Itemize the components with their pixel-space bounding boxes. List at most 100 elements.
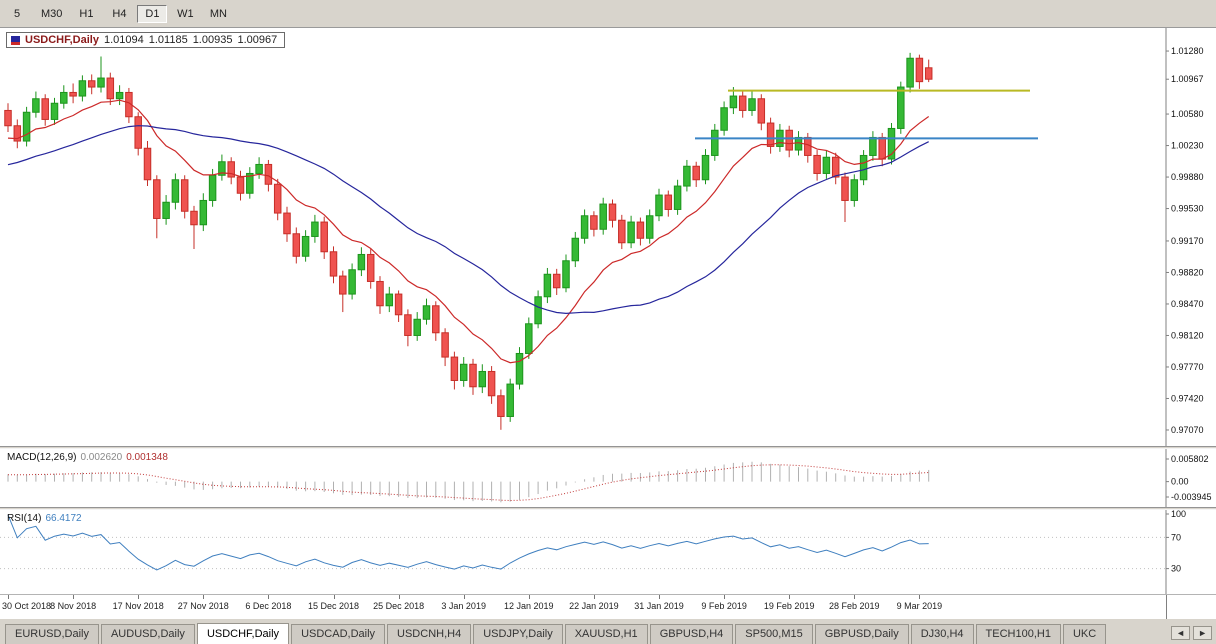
macd-axis[interactable]: 0.005802 0.00 -0.003945 [1165, 449, 1212, 507]
period-button-w1[interactable]: W1 [177, 7, 194, 20]
symbol-tab-audusd-daily[interactable]: AUDUSD,Daily [100, 624, 195, 644]
chart-icon [11, 35, 20, 45]
symbol-tab-ukc[interactable]: UKC [1062, 624, 1107, 644]
symbol-tab-gbpusd-daily[interactable]: GBPUSD,Daily [814, 624, 909, 644]
time-tick [659, 595, 660, 599]
period-button-h4[interactable]: H4 [112, 7, 127, 20]
price-axis-label: 0.98820 [1171, 267, 1204, 277]
time-tick [528, 595, 530, 599]
rsi-axis-label: 30 [1171, 564, 1181, 574]
symbol-tab-sp500-m15[interactable]: SP500,M15 [735, 624, 813, 644]
time-tick [789, 595, 791, 599]
price-axis-label: 0.97070 [1171, 425, 1204, 435]
time-tick [398, 595, 400, 599]
rsi-line [7, 514, 929, 571]
time-axis[interactable]: 30 Oct 2018 8 Nov 2018 17 Nov 2018 27 Nov 2… [0, 594, 1216, 619]
chart-title-box: USDCHF,Daily 1.01094 1.01185 1.00935 1.0… [6, 32, 286, 48]
time-tick [463, 595, 465, 599]
time-axis-label: 25 Dec 2018 [373, 601, 425, 611]
rsi-panel[interactable]: 100 70 30 RSI(14) 66.4172 [0, 510, 1216, 594]
time-tick [268, 595, 270, 599]
macd-svg[interactable]: 0.005802 0.00 -0.003945 [0, 449, 1216, 507]
panel-splitter-macd[interactable] [0, 446, 1216, 449]
time-axis-label: 27 Nov 2018 [177, 601, 229, 611]
scroll-right-icon[interactable]: ► [1193, 626, 1212, 640]
period-button-h1[interactable]: H1 [79, 7, 94, 20]
price-axis-label: 0.97770 [1171, 362, 1204, 372]
main-chart-svg[interactable]: 1.01280 1.00967 1.00580 1.00230 0.99880 0.995… [0, 28, 1216, 446]
timeframe-toolbar: 5 M30 H1 H4 D1 W1 MN [0, 0, 1216, 28]
price-axis[interactable]: 1.01280 1.00967 1.00580 1.00230 0.99880 0.995… [1165, 28, 1204, 446]
symbol-tab-dj30-h4[interactable]: DJ30,H4 [910, 624, 974, 644]
time-tick [203, 595, 205, 599]
macd-label: MACD(12,26,9) [7, 452, 77, 463]
time-axis-label: 9 Feb 2019 [701, 601, 747, 611]
price-axis-label: 0.97420 [1171, 393, 1204, 403]
macd-panel[interactable]: 0.005802 0.00 -0.003945 MACD(12,26,9) 0.002… [0, 449, 1216, 507]
macd-main-value: 0.002620 [80, 452, 123, 463]
price-axis-label: 0.98120 [1171, 330, 1204, 340]
time-axis-label: 28 Feb 2019 [829, 601, 880, 611]
period-button-m30[interactable]: M30 [41, 7, 63, 20]
symbol-tab-tech100-h1[interactable]: TECH100,H1 [975, 624, 1061, 644]
main-chart-panel[interactable]: 1.01280 1.00967 1.00580 1.00230 0.99880 0.995… [0, 28, 1216, 446]
price-axis-label: 1.00580 [1171, 109, 1204, 119]
time-axis-label: 6 Dec 2018 [245, 601, 292, 611]
symbol-tab-usdcad-daily[interactable]: USDCAD,Daily [291, 624, 386, 644]
ohlc-low: 1.00935 [192, 34, 233, 46]
price-axis-label: 1.00967 [1171, 74, 1204, 84]
ohlc-high: 1.01185 [148, 34, 188, 46]
symbol-tab-eurusd-daily[interactable]: EURUSD,Daily [5, 624, 99, 644]
axis-separator [1166, 595, 1167, 619]
symbol-tab-bar: EURUSD,Daily AUDUSD,Daily USDCHF,Daily USDC… [0, 618, 1216, 644]
time-axis-label: 31 Jan 2019 [634, 601, 684, 611]
price-axis-label: 0.99530 [1171, 204, 1204, 214]
period-button-5[interactable]: 5 [13, 7, 21, 20]
time-axis-label: 12 Jan 2019 [504, 601, 554, 611]
time-axis-label: 15 Dec 2018 [307, 601, 360, 611]
time-tick [73, 595, 75, 599]
price-axis-label: 0.98470 [1171, 299, 1204, 309]
macd-axis-label: -0.003945 [1171, 492, 1212, 502]
symbol-tab-usdcnh-h4[interactable]: USDCNH,H4 [387, 624, 472, 644]
time-tick [724, 595, 726, 599]
ma-fast-line [7, 99, 930, 364]
rsi-label-overlay: RSI(14) 66.4172 [7, 513, 82, 524]
time-tick [593, 595, 595, 599]
ohlc-open: 1.01094 [103, 34, 144, 46]
price-axis-label: 1.01280 [1171, 46, 1204, 56]
time-axis-label: 19 Feb 2019 [763, 601, 815, 611]
macd-signal-line [8, 464, 929, 502]
symbol-tab-usdchf-daily[interactable]: USDCHF,Daily [196, 623, 290, 644]
chart-symbol-label: USDCHF,Daily [25, 34, 99, 46]
macd-axis-label: 0.005802 [1171, 454, 1209, 464]
time-tick [333, 595, 335, 599]
rsi-label: RSI(14) [7, 513, 42, 524]
symbol-tab-xauusd-h1[interactable]: XAUUSD,H1 [564, 624, 648, 644]
time-tick [919, 595, 921, 599]
time-axis-label: 9 Mar 2019 [896, 601, 943, 611]
rsi-axis[interactable]: 100 70 30 [1165, 510, 1186, 594]
period-button-d1[interactable]: D1 [137, 4, 168, 23]
chart-window[interactable]: 1.01280 1.00967 1.00580 1.00230 0.99880 0.995… [0, 28, 1216, 619]
price-axis-label: 1.00230 [1171, 141, 1204, 151]
time-tick [8, 595, 9, 599]
time-axis-label: 3 Jan 2019 [441, 601, 486, 611]
macd-signal-value: 0.001348 [126, 452, 168, 463]
rsi-svg[interactable]: 100 70 30 [0, 510, 1216, 594]
candles-layer [4, 52, 933, 430]
time-axis-label: 8 Nov 2018 [50, 601, 97, 611]
ma-slow-line [7, 125, 929, 315]
ohlc-close: 1.00967 [237, 34, 278, 46]
period-button-mn[interactable]: MN [209, 7, 227, 20]
time-axis-label: 30 Oct 2018 [2, 601, 52, 611]
panel-splitter-rsi[interactable] [0, 507, 1216, 510]
symbol-tab-gbpusd-h4[interactable]: GBPUSD,H4 [649, 624, 734, 644]
price-axis-label: 0.99880 [1171, 172, 1204, 182]
time-axis-label: 22 Jan 2019 [569, 601, 619, 611]
macd-histogram [7, 461, 930, 503]
symbol-tab-usdjpy-daily[interactable]: USDJPY,Daily [473, 624, 563, 644]
scroll-left-icon[interactable]: ◄ [1171, 626, 1191, 640]
time-tick [854, 595, 856, 599]
